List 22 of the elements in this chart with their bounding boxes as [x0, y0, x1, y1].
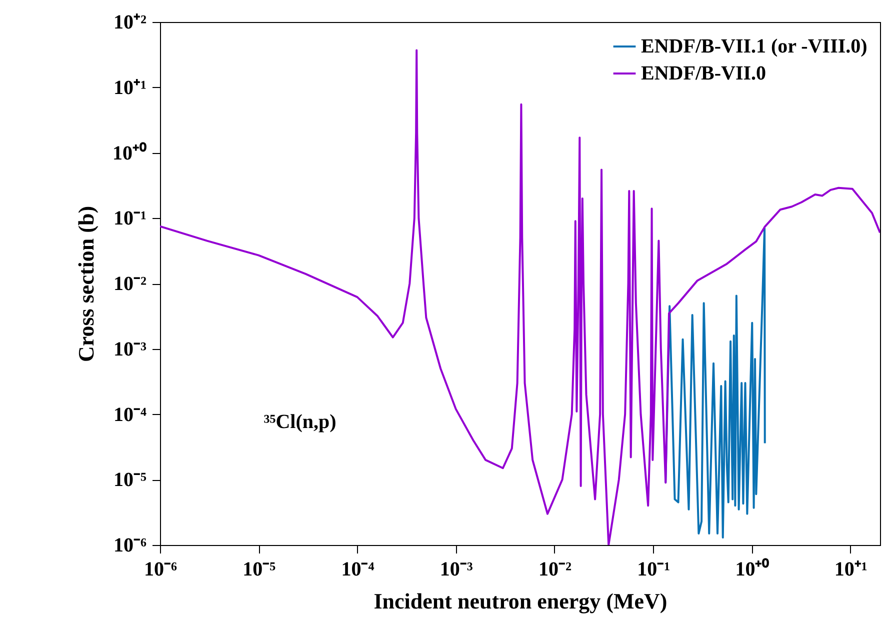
- x-tick-label: 10⁺¹: [834, 558, 868, 580]
- y-tick-label: 10⁻⁶: [114, 534, 146, 556]
- legend-label: ENDF/B-VII.0: [641, 62, 766, 84]
- y-tick-label: 10⁻³: [114, 338, 146, 360]
- annotation: ³⁵Cl(n,p): [264, 411, 336, 433]
- y-tick-label: 10⁻⁵: [114, 469, 146, 492]
- x-tick-label: 10⁻¹: [637, 558, 670, 580]
- x-tick-label: 10⁺⁰: [735, 558, 770, 580]
- x-tick-label: 10⁻⁶: [144, 558, 177, 580]
- y-tick-label: 10⁺⁰: [112, 141, 146, 164]
- x-tick-label: 10⁻³: [440, 558, 473, 580]
- y-axis-title: Cross section (b): [74, 206, 98, 362]
- x-tick-label: 10⁻⁵: [242, 558, 276, 580]
- y-tick-label: 10⁺²: [114, 12, 146, 34]
- y-tick-label: 10⁻¹: [114, 208, 146, 230]
- x-tick-label: 10⁻⁴: [341, 558, 374, 580]
- y-tick-label: 10⁺¹: [114, 76, 146, 99]
- x-tick-label: 10⁻²: [538, 558, 572, 580]
- y-tick-label: 10⁻⁴: [114, 404, 146, 426]
- legend-label: ENDF/B-VII.1 (or -VIII.0): [641, 36, 868, 58]
- y-tick-label: 10⁻²: [114, 273, 146, 295]
- x-axis-title: Incident neutron energy (MeV): [374, 588, 668, 614]
